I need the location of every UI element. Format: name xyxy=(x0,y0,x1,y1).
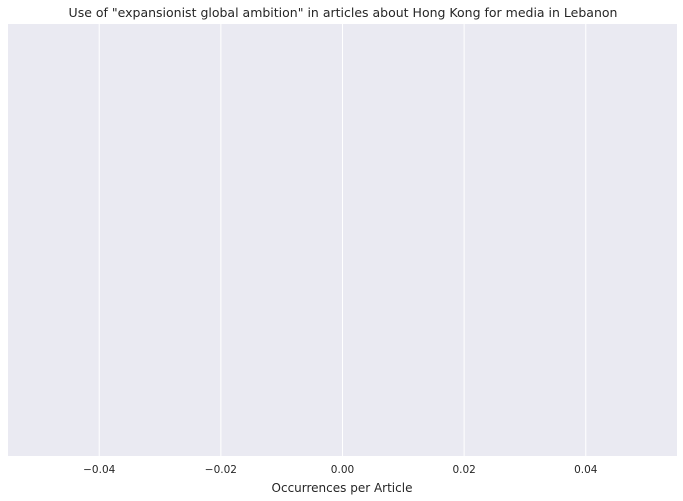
x-tick-label: 0.04 xyxy=(574,464,598,476)
x-tick-labels: −0.04 −0.02 0.00 0.02 0.04 xyxy=(83,464,598,476)
x-tick-label: 0.00 xyxy=(331,464,354,476)
x-tick-label: −0.04 xyxy=(83,464,115,476)
x-axis-label: Occurrences per Article xyxy=(272,481,413,495)
chart-title: Use of "expansionist global ambition" in… xyxy=(69,5,618,20)
x-tick-label: 0.02 xyxy=(452,464,475,476)
x-tick-label: −0.02 xyxy=(205,464,237,476)
gridlines xyxy=(98,24,587,456)
